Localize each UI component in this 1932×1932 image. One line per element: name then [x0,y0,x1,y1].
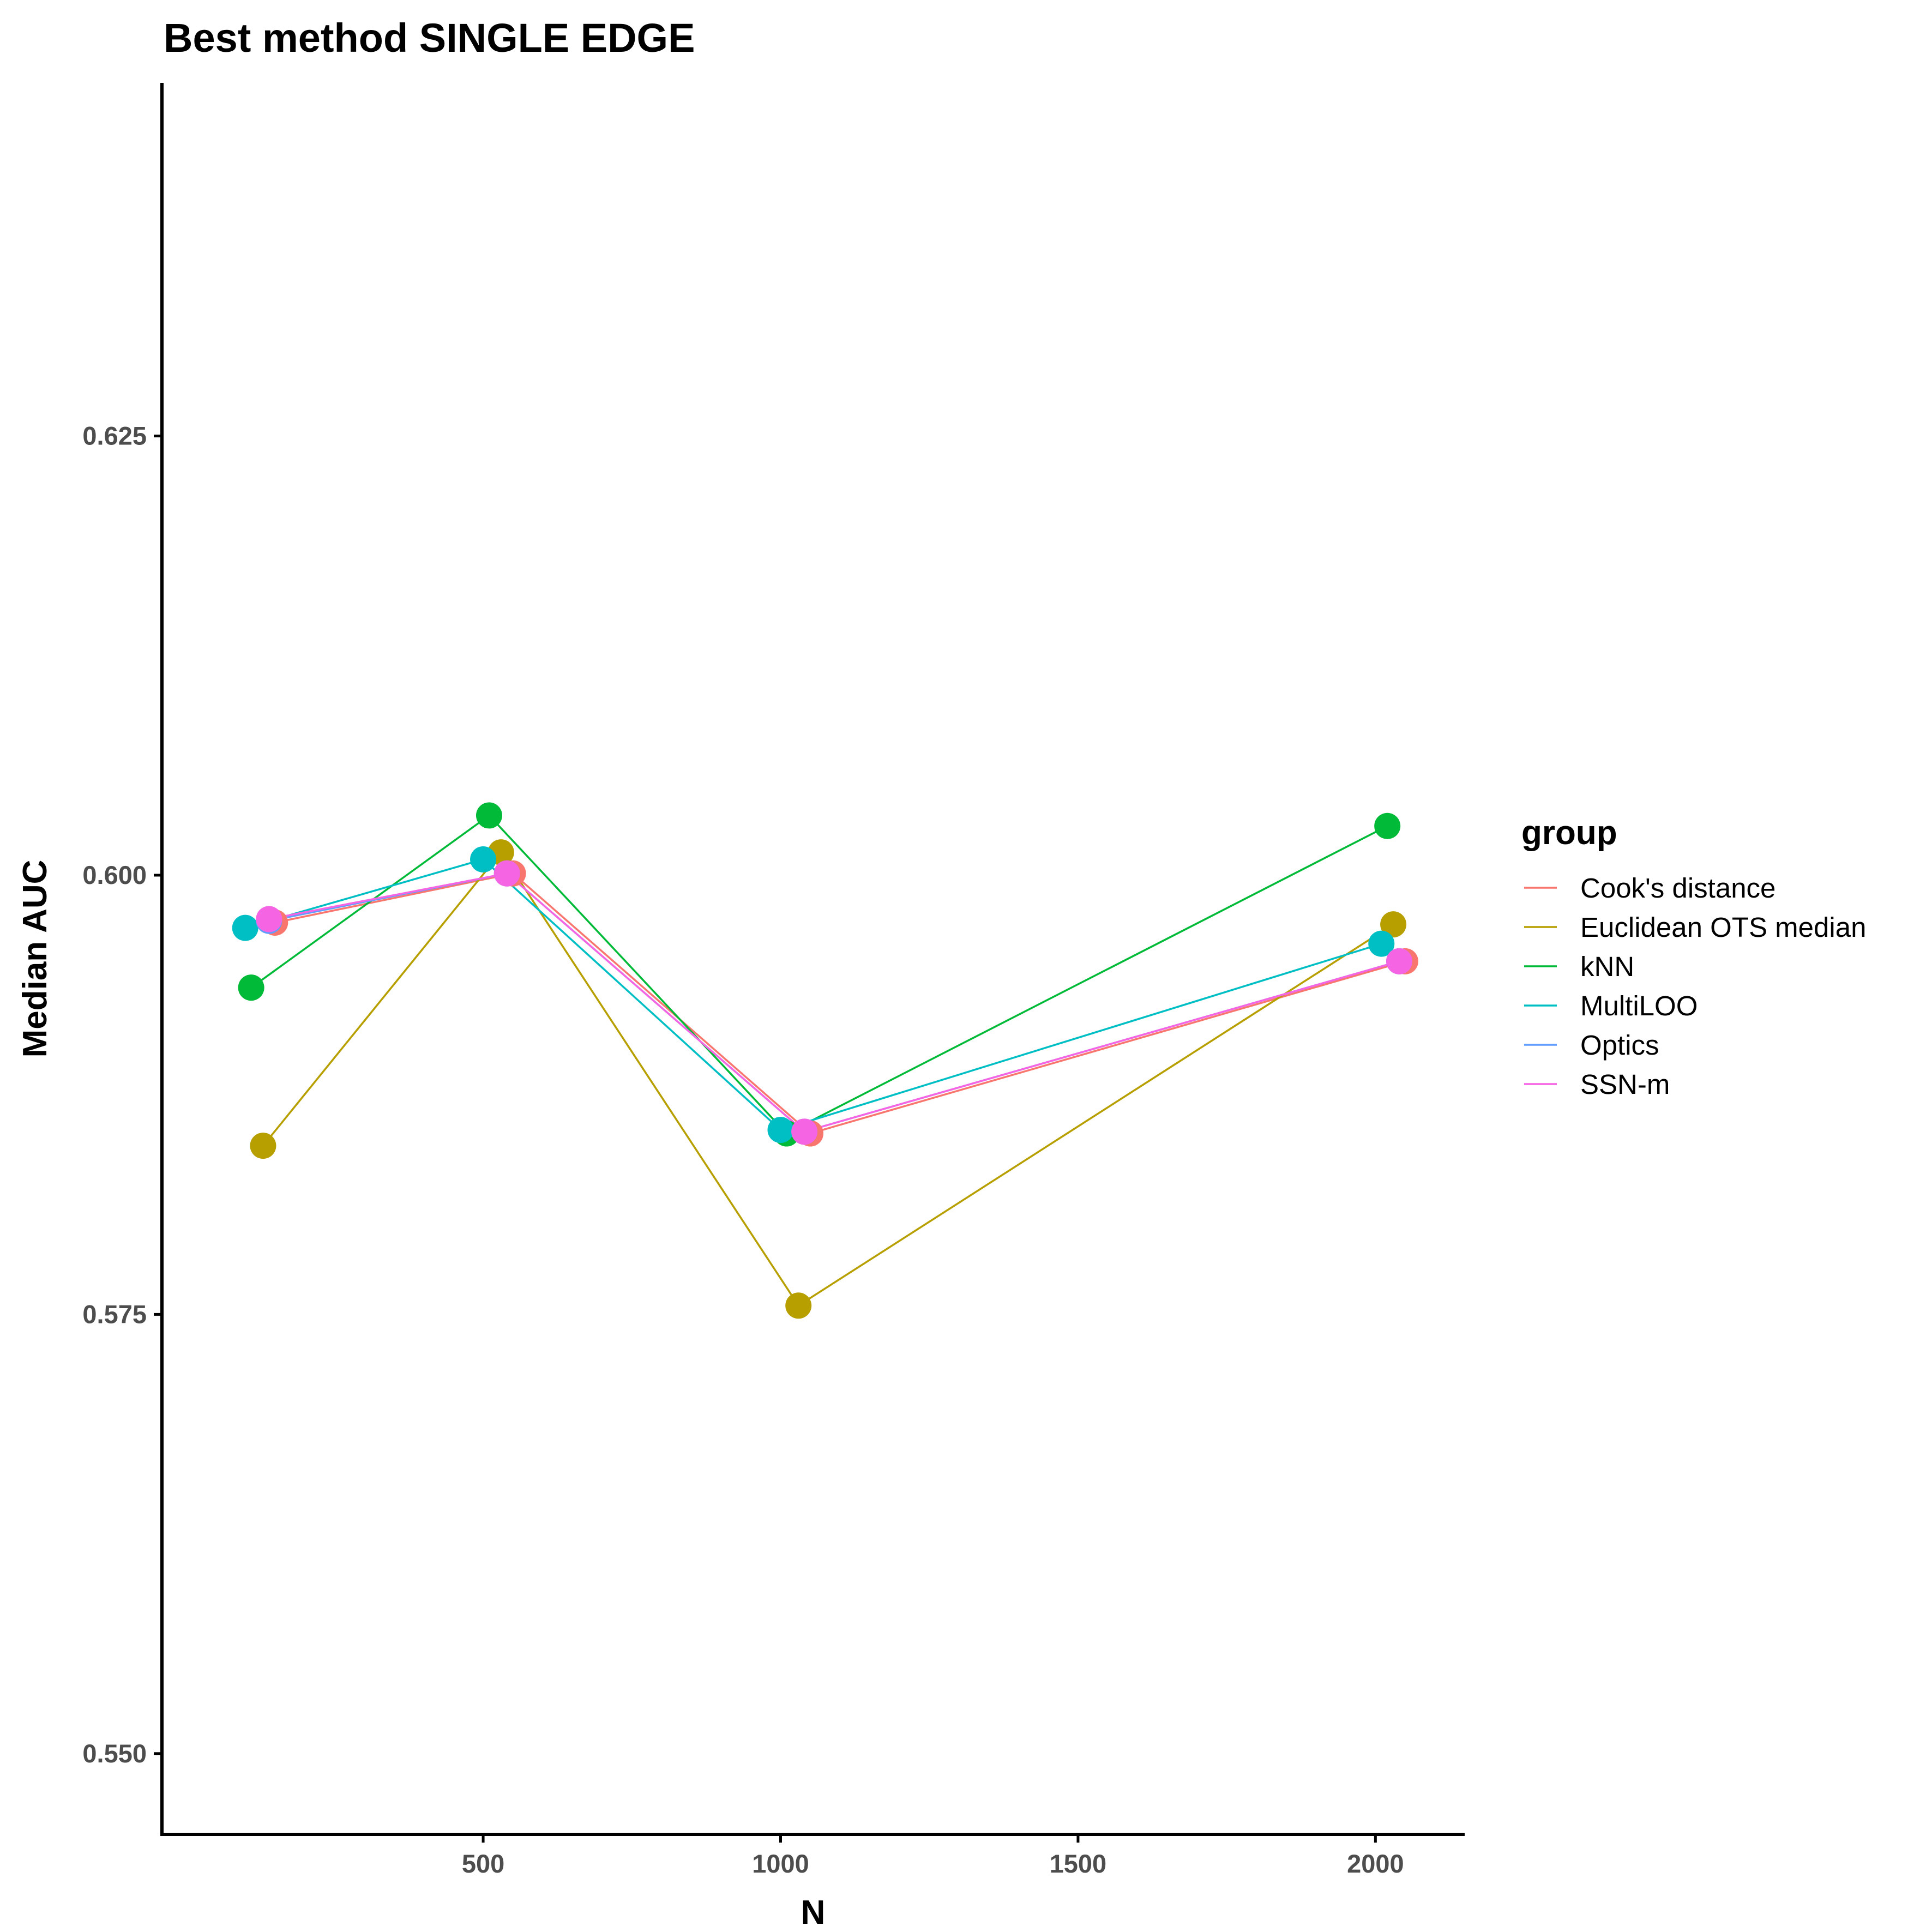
y-tick-label: 0.550 [82,1739,147,1768]
x-axis-ticks: 500 1000 1500 2000 [462,1834,1404,1878]
data-point-multiloo [1368,930,1395,957]
plot-area [232,802,1418,1319]
legend-label: MultiLOO [1580,990,1698,1021]
series-lines [245,814,1406,1307]
chart-title: Best method SINGLE EDGE [164,15,695,61]
data-point-ssn-m [1386,948,1413,974]
legend-label: Optics [1580,1030,1659,1061]
data-point-knn [1374,812,1401,839]
x-tick-label: 1500 [1050,1849,1107,1878]
series-line-knn [250,814,1388,1135]
series-line-cook-s-distance [274,872,1406,1135]
data-point-ssn-m [256,906,282,932]
legend-item-cook-s-distance: Cook's distance [1524,872,1775,904]
legend-item-multiloo: MultiLOO [1524,990,1698,1021]
legend-label: SSN-m [1580,1069,1670,1100]
legend-item-euclidean-ots-median: Euclidean OTS median [1524,912,1866,943]
data-point-ssn-m [493,860,520,887]
y-axis-title: Median AUC [16,860,54,1058]
series-line-ssn-m [269,872,1400,1133]
legend-label: kNN [1580,951,1634,982]
x-axis-title: N [801,1894,826,1931]
series-line-multiloo [245,858,1382,1131]
y-tick-label: 0.625 [82,422,147,450]
y-tick-label: 0.600 [82,860,147,889]
data-point-euclidean-ots-median [250,1133,276,1159]
data-point-multiloo [232,914,258,941]
legend-label: Euclidean OTS median [1580,912,1866,943]
data-point-euclidean-ots-median [785,1292,812,1319]
data-point-multiloo [470,846,497,872]
legend-label: Cook's distance [1580,872,1775,904]
legend-item-ssn-m: SSN-m [1524,1069,1670,1100]
series-points [232,802,1418,1319]
y-tick-label: 0.575 [82,1299,147,1328]
legend-items: Cook's distance Euclidean OTS median kNN Mu… [1524,872,1866,1100]
x-tick-label: 500 [462,1849,504,1878]
legend: group Cook's distance Euclidean OTS media… [1521,814,1866,1100]
data-point-euclidean-ots-median [1380,911,1407,938]
series-line-euclidean-ots-median [262,851,1394,1307]
y-axis-ticks: 0.550 0.575 0.600 0.625 [82,422,162,1768]
data-point-multiloo [767,1117,794,1143]
legend-title: group [1521,814,1617,852]
legend-item-optics: Optics [1524,1030,1659,1061]
series-line-optics [269,872,1400,1133]
data-point-knn [238,974,264,1001]
x-tick-label: 1000 [752,1849,809,1878]
legend-item-knn: kNN [1524,951,1634,982]
data-point-knn [476,802,502,829]
data-point-ssn-m [791,1118,818,1145]
x-tick-label: 2000 [1347,1849,1404,1878]
